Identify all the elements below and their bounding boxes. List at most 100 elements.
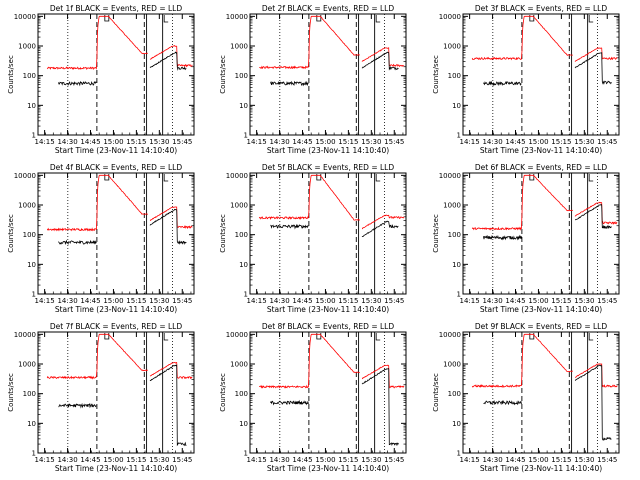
x-tick-label: 14:45 bbox=[292, 297, 312, 305]
attenuator-marker bbox=[104, 333, 110, 340]
x-tick-label: 14:45 bbox=[292, 456, 312, 464]
x-tick-label: 15:30 bbox=[361, 138, 381, 146]
state-marker bbox=[375, 15, 381, 23]
y-tick-label: 10000 bbox=[14, 13, 36, 21]
x-tick-label: 15:15 bbox=[338, 456, 358, 464]
x-tick-label: 15:30 bbox=[574, 297, 594, 305]
y-tick-label: 1 bbox=[32, 132, 36, 140]
panel-title: Det 7f BLACK = Events, RED = LLD bbox=[50, 322, 183, 331]
x-tick-label: 14:15 bbox=[35, 297, 55, 305]
plot-frame bbox=[37, 13, 195, 136]
x-tick-label: 15:45 bbox=[597, 456, 617, 464]
x-axis-label: Start Time (23-Nov-11 14:10:40) bbox=[267, 146, 389, 155]
x-tick-label: 15:30 bbox=[149, 297, 169, 305]
y-axis-label: Counts/sec bbox=[219, 55, 227, 94]
x-tick-label: 15:00 bbox=[103, 138, 123, 146]
panel-1: Det 1f BLACK = Events, RED = LLD 1 10 100 10… bbox=[7, 4, 195, 155]
plot-frame bbox=[249, 172, 407, 295]
series-events-line bbox=[58, 364, 187, 447]
x-tick-label: 15:45 bbox=[172, 297, 192, 305]
y-axis-label: Counts/sec bbox=[7, 55, 15, 94]
x-tick-label: 14:15 bbox=[247, 138, 267, 146]
plot-frame bbox=[249, 13, 407, 136]
y-tick-label: 1000 bbox=[443, 43, 461, 51]
state-marker bbox=[588, 15, 594, 23]
x-tick-label: 14:15 bbox=[460, 138, 480, 146]
y-tick-label: 100 bbox=[235, 72, 248, 80]
plot-frame bbox=[249, 331, 407, 454]
plot-frame bbox=[462, 13, 620, 136]
y-tick-label: 10 bbox=[452, 261, 461, 269]
x-tick-label: 15:30 bbox=[361, 297, 381, 305]
x-axis-label: Start Time (23-Nov-11 14:10:40) bbox=[55, 305, 177, 314]
y-tick-label: 10 bbox=[27, 102, 36, 110]
x-tick-label: 14:30 bbox=[482, 138, 502, 146]
y-tick-label: 1000 bbox=[230, 202, 248, 210]
y-axis-label: Counts/sec bbox=[7, 373, 15, 412]
plot-frame bbox=[462, 172, 620, 295]
state-marker bbox=[163, 333, 169, 341]
y-tick-label: 100 bbox=[448, 72, 461, 80]
x-tick-label: 14:15 bbox=[460, 297, 480, 305]
x-axis-label: Start Time (23-Nov-11 14:10:40) bbox=[267, 464, 389, 473]
y-tick-label: 10000 bbox=[439, 13, 461, 21]
y-axis-label: Counts/sec bbox=[7, 214, 15, 253]
x-tick-label: 14:30 bbox=[269, 138, 289, 146]
panel-title: Det 9f BLACK = Events, RED = LLD bbox=[475, 322, 608, 331]
y-tick-label: 100 bbox=[448, 231, 461, 239]
state-marker bbox=[588, 174, 594, 182]
x-tick-label: 15:30 bbox=[574, 138, 594, 146]
y-tick-label: 100 bbox=[23, 390, 36, 398]
attenuator-marker bbox=[529, 333, 535, 340]
y-tick-label: 1 bbox=[244, 291, 248, 299]
series-events-line bbox=[270, 51, 399, 87]
x-tick-label: 14:30 bbox=[482, 297, 502, 305]
y-tick-label: 10000 bbox=[14, 331, 36, 339]
attenuator-marker bbox=[529, 15, 535, 22]
panel-4: Det 4f BLACK = Events, RED = LLD 1 10 100 10… bbox=[7, 163, 195, 314]
y-tick-label: 100 bbox=[448, 390, 461, 398]
plot-frame bbox=[37, 331, 195, 454]
x-tick-label: 15:00 bbox=[103, 297, 123, 305]
x-tick-label: 14:30 bbox=[269, 456, 289, 464]
panel-8: Det 8f BLACK = Events, RED = LLD 1 10 100 10… bbox=[219, 322, 407, 473]
y-tick-label: 1 bbox=[457, 132, 461, 140]
x-tick-label: 15:15 bbox=[126, 456, 146, 464]
x-tick-label: 14:45 bbox=[80, 297, 100, 305]
y-tick-label: 100 bbox=[23, 72, 36, 80]
plot-frame bbox=[37, 172, 195, 295]
x-tick-label: 14:45 bbox=[505, 138, 525, 146]
attenuator-marker bbox=[104, 15, 110, 22]
x-axis-label: Start Time (23-Nov-11 14:10:40) bbox=[267, 305, 389, 314]
series-lld-line bbox=[46, 15, 193, 71]
panel-title: Det 8f BLACK = Events, RED = LLD bbox=[262, 322, 395, 331]
x-tick-label: 15:45 bbox=[597, 138, 617, 146]
x-tick-label: 15:45 bbox=[384, 138, 404, 146]
y-axis-label: Counts/sec bbox=[219, 214, 227, 253]
panel-3: Det 3f BLACK = Events, RED = LLD 1 10 100 10… bbox=[432, 4, 620, 155]
y-tick-label: 10000 bbox=[14, 172, 36, 180]
y-tick-label: 1000 bbox=[230, 361, 248, 369]
attenuator-marker bbox=[104, 174, 110, 181]
x-tick-label: 15:00 bbox=[103, 456, 123, 464]
y-tick-label: 100 bbox=[235, 390, 248, 398]
x-tick-label: 15:15 bbox=[551, 456, 571, 464]
x-tick-label: 14:45 bbox=[505, 456, 525, 464]
x-tick-label: 15:00 bbox=[528, 456, 548, 464]
series-lld-line bbox=[258, 333, 405, 389]
x-axis-label: Start Time (23-Nov-11 14:10:40) bbox=[55, 464, 177, 473]
x-tick-label: 14:30 bbox=[57, 138, 77, 146]
x-tick-label: 14:15 bbox=[35, 138, 55, 146]
x-tick-label: 15:00 bbox=[528, 138, 548, 146]
attenuator-marker bbox=[316, 15, 322, 22]
x-tick-label: 15:30 bbox=[574, 456, 594, 464]
series-lld-line bbox=[471, 15, 618, 62]
y-tick-label: 10000 bbox=[439, 172, 461, 180]
y-tick-label: 1000 bbox=[18, 202, 36, 210]
panel-title: Det 1f BLACK = Events, RED = LLD bbox=[50, 4, 183, 13]
y-axis-label: Counts/sec bbox=[432, 55, 440, 94]
x-tick-label: 15:30 bbox=[149, 456, 169, 464]
y-tick-label: 1 bbox=[32, 450, 36, 458]
attenuator-marker bbox=[316, 333, 322, 340]
